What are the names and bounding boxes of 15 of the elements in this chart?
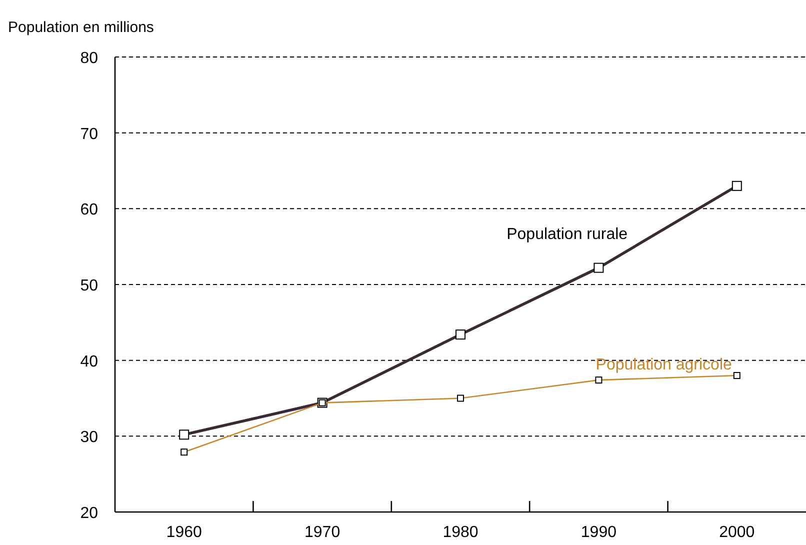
series-label: Population rurale — [506, 226, 628, 244]
x-tick-label: 1960 — [166, 524, 202, 541]
x-tick-label: 1980 — [442, 524, 478, 541]
x-tick-label: 1990 — [580, 524, 617, 541]
x-tick-label: 1970 — [304, 524, 340, 541]
y-axis-title: Population en millions — [8, 19, 154, 36]
y-tick-label: 80 — [80, 50, 98, 67]
y-tick-label: 70 — [80, 126, 98, 143]
y-tick-label: 20 — [80, 505, 98, 522]
y-tick-label: 50 — [80, 278, 98, 294]
y-tick-label: 40 — [80, 353, 98, 370]
y-tick-label: 60 — [80, 202, 98, 219]
x-tick-label: 2000 — [719, 524, 755, 541]
series-label: Population agricole — [596, 356, 732, 374]
y-tick-label: 30 — [80, 429, 98, 446]
